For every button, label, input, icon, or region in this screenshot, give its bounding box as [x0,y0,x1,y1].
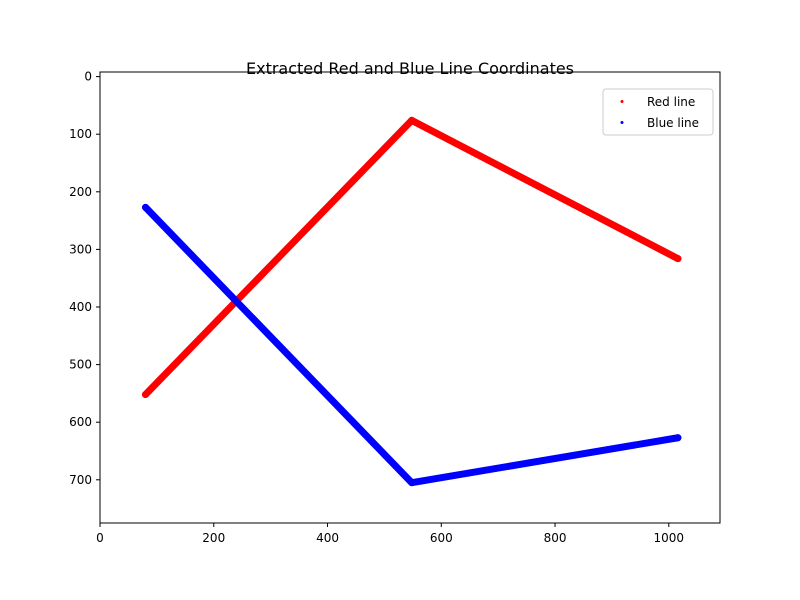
x-tick-label: 600 [430,531,453,545]
x-tick-label: 0 [96,531,104,545]
series-layer [142,116,682,487]
series-0-point-0 [142,391,150,399]
y-axis: 0 100 200 300 400 500 600 700 [69,70,100,487]
series-line-0 [142,116,682,399]
series-line-1 [142,203,682,487]
x-axis: 0 200 400 600 800 1000 [96,523,684,545]
y-tick-label: 500 [69,358,92,372]
legend: Red line Blue line [602,88,714,136]
legend-marker-red [620,100,624,103]
y-tick-label: 400 [69,300,92,314]
plot-frame [99,71,721,524]
y-tick-label: 300 [69,242,92,256]
x-tick-label: 200 [202,531,225,545]
legend-box [602,88,714,136]
series-1-point-2 [674,434,682,442]
legend-label-blue: Blue line [647,116,699,130]
legend-marker-blue [620,121,624,124]
series-0-point-1 [408,116,416,124]
y-tick-label: 200 [69,185,92,199]
legend-label-red: Red line [647,95,695,109]
series-1-point-0 [142,203,150,211]
chart-title: Extracted Red and Blue Line Coordinates [246,59,574,78]
series-0-point-2 [674,255,682,263]
series-1-point-1 [408,479,416,487]
y-tick-label: 700 [69,473,92,487]
x-tick-label: 1000 [654,531,685,545]
y-tick-label: 600 [69,415,92,429]
y-tick-label: 0 [84,70,92,84]
y-tick-label: 100 [69,127,92,141]
x-tick-label: 400 [316,531,339,545]
x-tick-label: 800 [544,531,567,545]
